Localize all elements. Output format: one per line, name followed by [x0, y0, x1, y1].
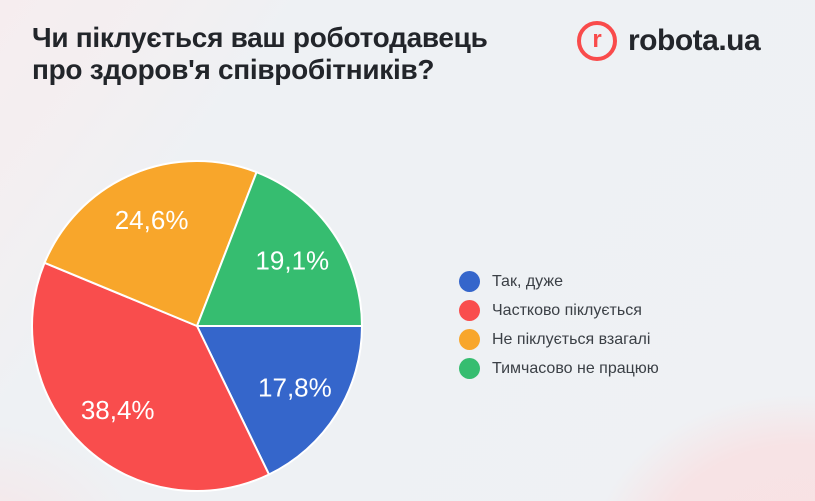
legend-dot	[459, 358, 480, 379]
page-title: Чи піклується ваш роботодавець про здоро…	[32, 22, 488, 85]
legend-label: Тимчасово не працюю	[492, 360, 659, 377]
logo-r-glyph: r	[592, 26, 602, 53]
legend-label: Частково піклується	[492, 302, 642, 319]
legend-dot	[459, 329, 480, 350]
pie-slice-4	[196, 171, 363, 327]
pie-slice-label: 38,4%	[81, 395, 155, 425]
legend-item-3: Не піклується взагалі	[459, 329, 659, 350]
legend-item-2: Частково піклується	[459, 300, 659, 321]
legend-dot	[459, 300, 480, 321]
pie-slice-2	[31, 261, 270, 492]
legend-dot	[459, 271, 480, 292]
pie-slice-3	[43, 160, 258, 327]
legend: Так, дуже Частково піклується Не піклуєтьс…	[459, 271, 659, 379]
legend-label: Так, дуже	[492, 273, 563, 290]
pie-slice-label: 17,8%	[258, 372, 332, 402]
logo-text: robota.ua	[628, 24, 761, 57]
logo-ring-icon: r	[577, 21, 617, 61]
robota-ua-logo: r robota.ua	[577, 21, 761, 61]
pie-slice-1	[196, 325, 363, 476]
legend-item-1: Так, дуже	[459, 271, 659, 292]
pie-slice-label: 19,1%	[255, 246, 329, 276]
legend-item-4: Тимчасово не працюю	[459, 358, 659, 379]
pie-chart: 17,8% 38,4% 24,6% 19,1%	[31, 160, 363, 492]
pie-slice-label: 24,6%	[115, 205, 189, 235]
legend-label: Не піклується взагалі	[492, 331, 651, 348]
